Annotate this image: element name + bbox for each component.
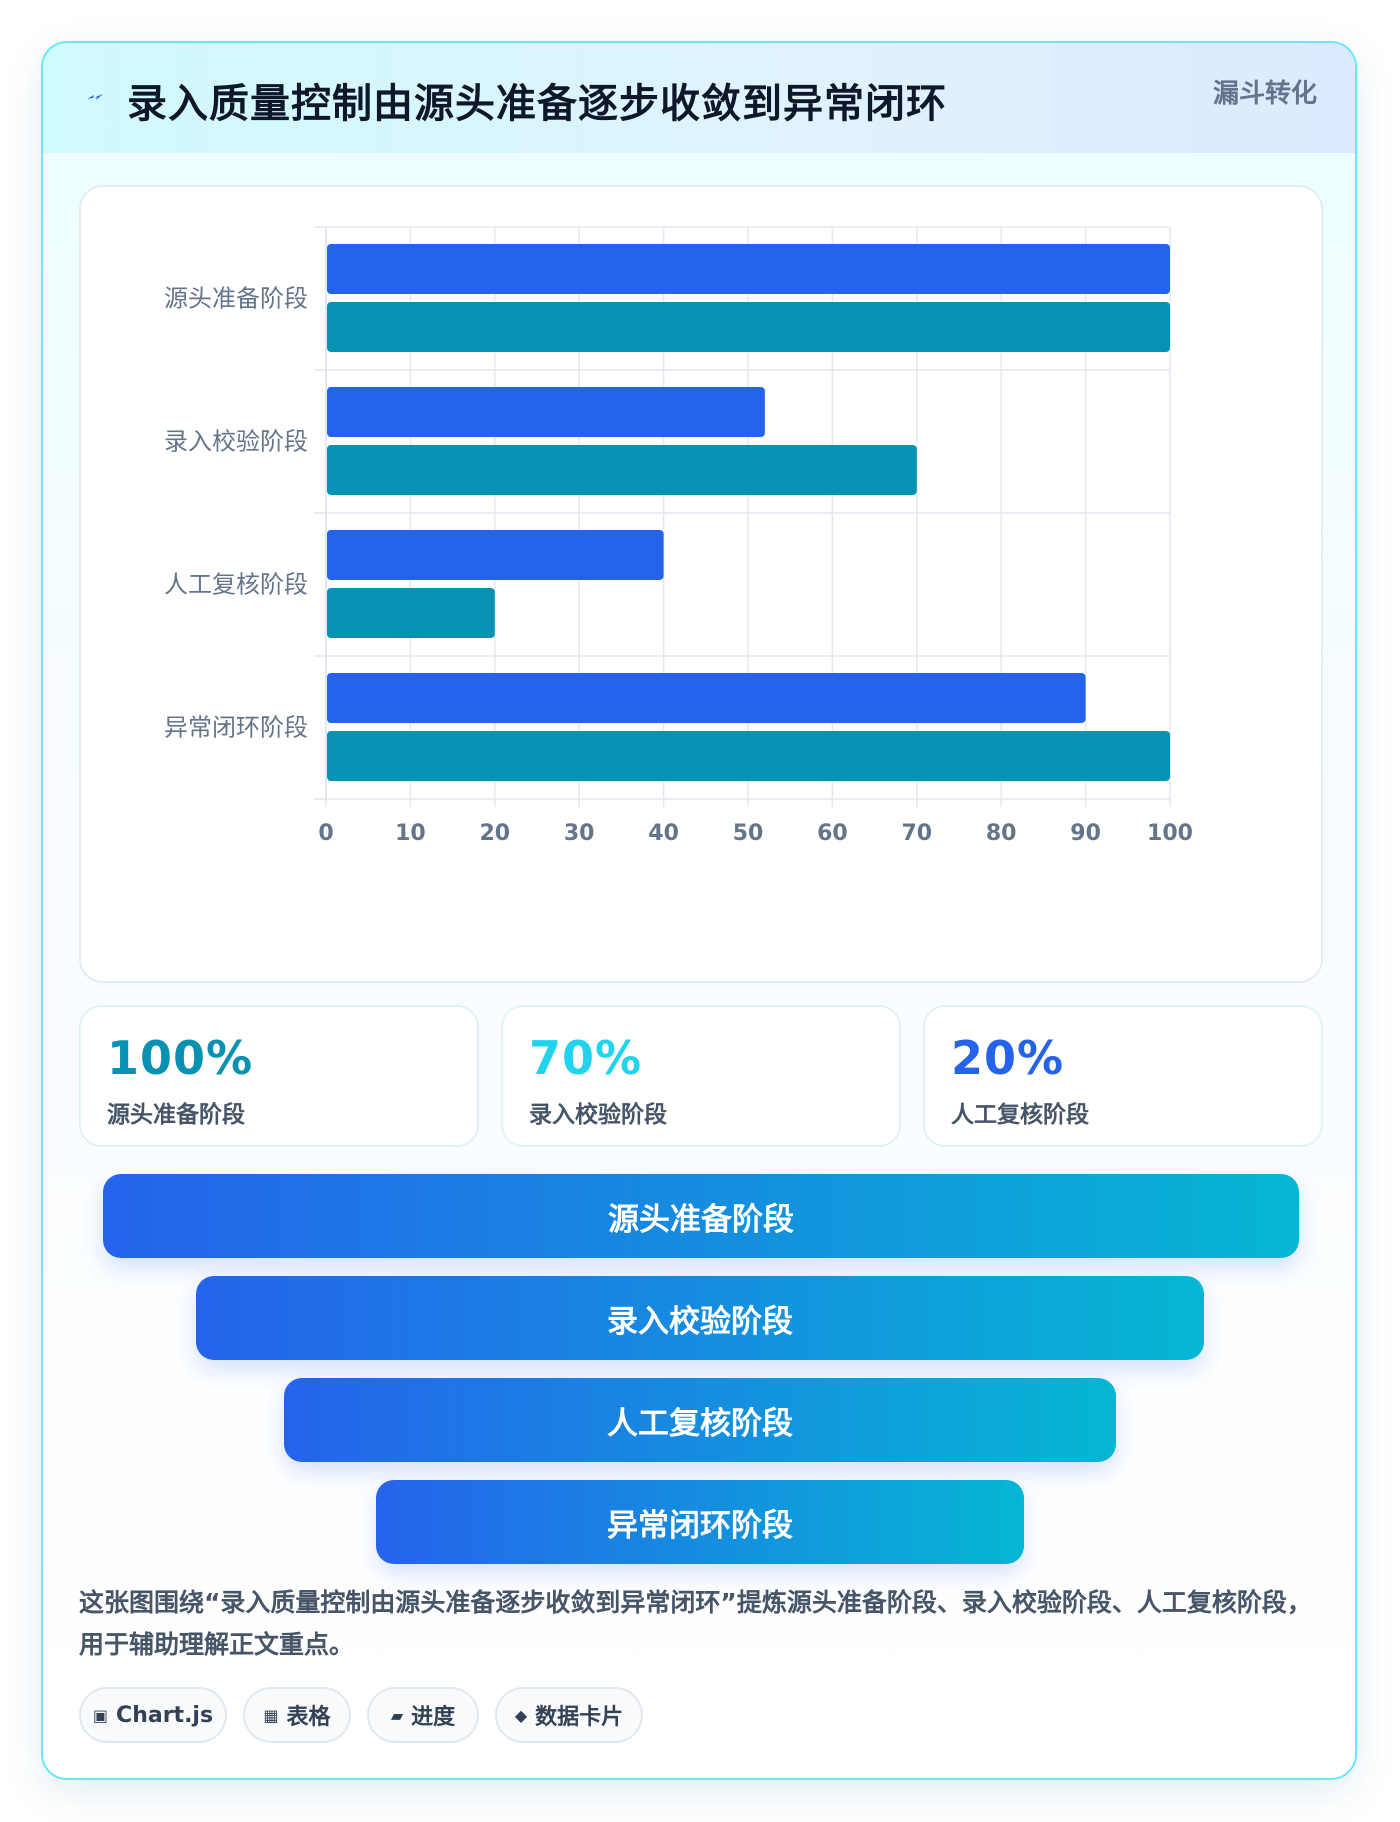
table-icon: ▦ xyxy=(263,1705,279,1725)
page-title: 录入质量控制由源头准备逐步收敛到异常闭环 xyxy=(127,81,947,127)
y-tick-label: 人工复核阶段 xyxy=(164,571,308,599)
x-tick-label: 20 xyxy=(479,821,510,846)
chip-chartjs[interactable]: ▣ Chart.js xyxy=(79,1687,227,1743)
bar xyxy=(327,244,1170,294)
chip-label: 表格 xyxy=(286,1705,331,1730)
x-tick-label: 50 xyxy=(733,821,764,846)
bar xyxy=(327,731,1170,781)
funnel-stage: 人工复核阶段 xyxy=(284,1378,1116,1462)
y-tick-label: 异常闭环阶段 xyxy=(164,714,308,742)
x-tick-label: 60 xyxy=(817,821,848,846)
x-tick-label: 30 xyxy=(564,821,595,846)
chip-progress[interactable]: ▰ 进度 xyxy=(367,1687,479,1743)
funnel-stage: 源头准备阶段 xyxy=(103,1174,1299,1258)
stat-card: 100% 源头准备阶段 xyxy=(79,1005,479,1147)
x-tick-label: 90 xyxy=(1070,821,1101,846)
funnel-stage: 录入校验阶段 xyxy=(196,1276,1204,1360)
card-header: 录入质量控制由源头准备逐步收敛到异常闭环 漏斗转化 xyxy=(43,43,1355,153)
bar xyxy=(327,530,664,580)
stat-cards: 100% 源头准备阶段 70% 录入校验阶段 20% 人工复核阶段 xyxy=(79,1005,1323,1147)
x-tick-label: 70 xyxy=(901,821,932,846)
x-tick-label: 40 xyxy=(648,821,679,846)
progress-icon: ▰ xyxy=(390,1705,404,1725)
x-tick-label: 10 xyxy=(395,821,426,846)
bar xyxy=(327,302,1170,352)
stat-value: 100% xyxy=(107,1031,254,1085)
chart-panel: 0 10 20 30 40 50 60 70 80 90 100 源头准备阶段 录入校验阶段 人工复核阶段… xyxy=(79,185,1323,983)
stat-value: 20% xyxy=(951,1031,1065,1085)
chip-table[interactable]: ▦ 表格 xyxy=(243,1687,351,1743)
chip-label: 数据卡片 xyxy=(535,1705,624,1730)
bar xyxy=(327,673,1086,723)
stat-label: 录入校验阶段 xyxy=(529,1102,667,1128)
funnel-stage: 异常闭环阶段 xyxy=(376,1480,1024,1564)
bar xyxy=(327,387,765,437)
x-tick-label: 0 xyxy=(318,821,333,846)
bar xyxy=(327,588,495,638)
bar xyxy=(327,445,917,495)
chart-description: 这张图围绕“录入质量控制由源头准备逐步收敛到异常闭环”提炼源头准备阶段、录入校验… xyxy=(79,1588,1312,1659)
stat-label: 源头准备阶段 xyxy=(107,1102,245,1128)
card-icon: ◆ xyxy=(514,1705,528,1725)
chip-data-card[interactable]: ◆ 数据卡片 xyxy=(495,1687,643,1743)
chart-card: 录入质量控制由源头准备逐步收敛到异常闭环 漏斗转化 0 10 20 30 40 50 60 7… xyxy=(41,41,1357,1780)
x-tick-label: 100 xyxy=(1147,821,1193,846)
bolt-icon xyxy=(87,94,103,100)
chart-icon: ▣ xyxy=(92,1705,109,1725)
y-tick-label: 源头准备阶段 xyxy=(164,285,308,313)
stat-label: 人工复核阶段 xyxy=(951,1102,1089,1128)
y-tick-label: 录入校验阶段 xyxy=(164,428,308,456)
x-tick-label: 80 xyxy=(986,821,1017,846)
bar-chart: 0 10 20 30 40 50 60 70 80 90 100 源头准备阶段录入校验阶段人工复核阶段… xyxy=(164,226,1193,846)
stat-card: 70% 录入校验阶段 xyxy=(501,1005,901,1147)
chart-type-tag: 漏斗转化 xyxy=(1212,79,1317,109)
stat-card: 20% 人工复核阶段 xyxy=(923,1005,1323,1147)
chip-label: Chart.js xyxy=(116,1702,214,1728)
chip-label: 进度 xyxy=(411,1705,456,1730)
stat-value: 70% xyxy=(529,1031,643,1085)
